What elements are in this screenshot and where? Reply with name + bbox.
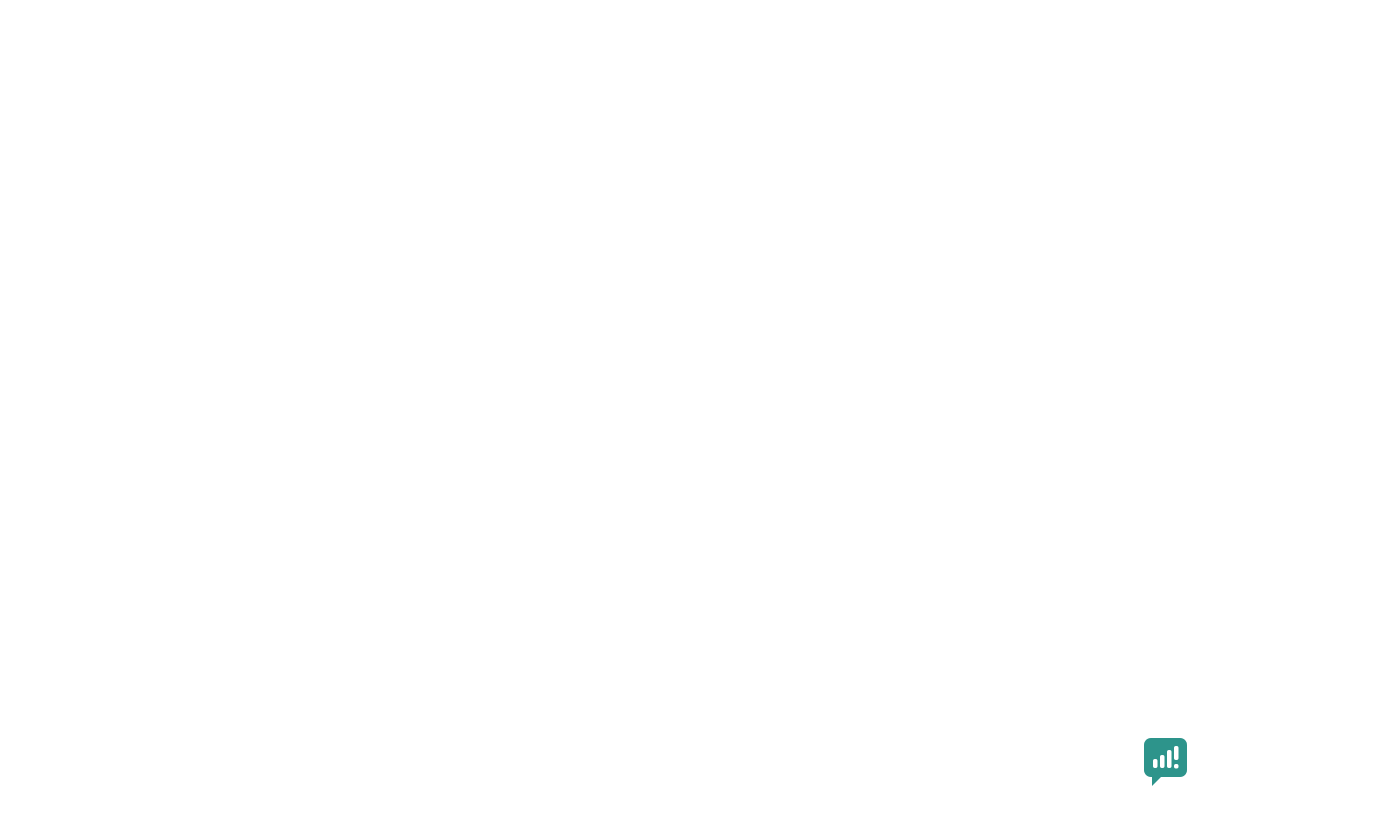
newsworthy-brand (1144, 737, 1198, 787)
bar-chart-speech-bubble-icon (1144, 738, 1187, 786)
